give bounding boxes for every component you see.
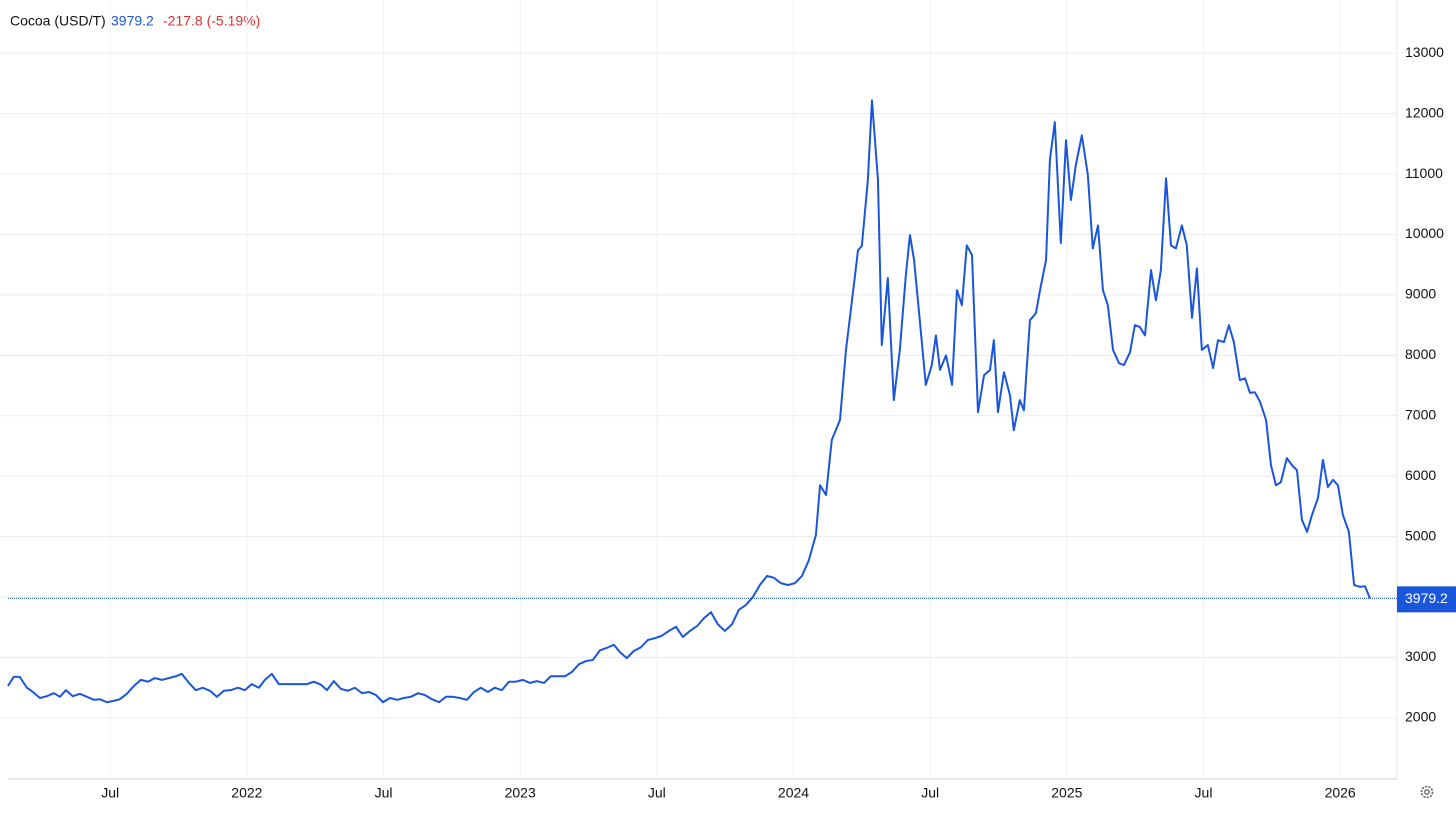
x-tick-label: 2025 <box>1051 785 1082 801</box>
y-tick-label: 7000 <box>1405 406 1436 422</box>
x-tick-label: Jul <box>921 785 939 801</box>
y-tick-label: 9000 <box>1405 286 1436 302</box>
price-line <box>7 99 1371 704</box>
x-tick-label: 2023 <box>505 785 536 801</box>
y-tick-label: 5000 <box>1405 527 1436 543</box>
y-tick-label: 2000 <box>1405 709 1436 725</box>
price-tag <box>1397 586 1456 613</box>
y-tick-label: 10000 <box>1405 225 1444 241</box>
y-tick-label: 12000 <box>1405 104 1444 120</box>
y-tick-label: 6000 <box>1405 467 1436 483</box>
x-tick-label: Jul <box>375 785 393 801</box>
settings-icon[interactable] <box>1420 785 1434 799</box>
y-tick-label: 11000 <box>1405 165 1443 181</box>
price-change: -217.8 (-5.19%) <box>163 13 260 29</box>
x-tick-label: 2026 <box>1325 785 1356 801</box>
y-tick-label: 3000 <box>1405 648 1436 664</box>
y-tick-label: 13000 <box>1405 44 1444 60</box>
x-tick-label: 2024 <box>778 785 809 801</box>
x-tick-label: Jul <box>101 785 119 801</box>
x-tick-label: 2022 <box>231 785 262 801</box>
last-price: 3979.2 <box>111 13 154 29</box>
price-tag-label: 3979.2 <box>1405 590 1448 606</box>
y-tick-label: 8000 <box>1405 346 1436 362</box>
x-tick-label: Jul <box>648 785 666 801</box>
x-tick-label: Jul <box>1195 785 1213 801</box>
chart-title: Cocoa (USD/T) <box>10 13 106 29</box>
